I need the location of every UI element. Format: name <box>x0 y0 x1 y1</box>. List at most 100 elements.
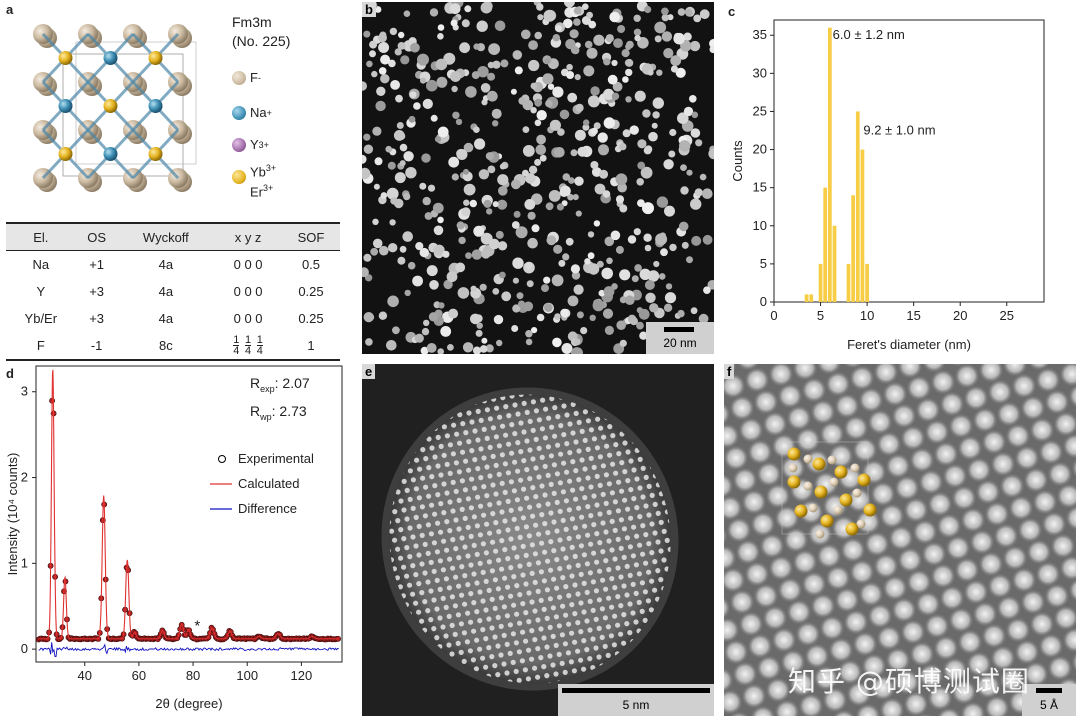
nanoparticle <box>525 173 536 184</box>
atomic-column <box>630 610 636 616</box>
nanoparticle <box>593 122 601 130</box>
atomic-column <box>504 613 510 619</box>
table-header-row: El. OS Wyckoff x y z SOF <box>6 222 340 251</box>
nanoparticle <box>693 14 702 23</box>
nanoparticle <box>399 245 407 253</box>
atomic-column <box>582 437 588 443</box>
atomic-column <box>481 512 487 518</box>
nanoparticle <box>640 166 653 179</box>
atomic-column <box>493 491 499 497</box>
atomic-column <box>832 709 856 716</box>
nanoparticle <box>469 199 477 208</box>
atomic-column <box>649 492 655 498</box>
atomic-column <box>369 703 375 709</box>
atomic-column <box>671 470 677 476</box>
nanoparticle <box>565 237 574 246</box>
atomic-column <box>465 610 471 616</box>
atomic-column <box>545 501 551 507</box>
atomic-column <box>508 593 514 599</box>
atomic-column <box>363 628 369 634</box>
atomic-column <box>918 469 944 495</box>
atomic-column <box>597 454 603 460</box>
atomic-column <box>677 402 683 408</box>
nanoparticle <box>545 99 553 108</box>
nanoparticle <box>586 11 593 19</box>
atomic-column <box>440 624 446 630</box>
atomic-column <box>585 418 591 424</box>
nanoparticle <box>665 283 673 290</box>
atomic-column <box>402 364 408 370</box>
atomic-column <box>591 493 597 499</box>
atomic-column <box>661 557 667 563</box>
atomic-column <box>975 479 1001 505</box>
atomic-column <box>535 617 541 623</box>
nanoparticle <box>570 149 578 157</box>
atomic-column <box>625 420 631 426</box>
atomic-column <box>373 540 379 546</box>
atomic-column <box>569 602 575 608</box>
atomic-column <box>409 677 415 683</box>
nanoparticle <box>363 253 372 262</box>
atomic-column <box>446 671 452 677</box>
atomic-column <box>460 364 466 369</box>
atomic-column <box>951 485 977 511</box>
atomic-column <box>412 657 418 663</box>
atomic-column <box>550 662 556 668</box>
atomic-column <box>555 385 561 391</box>
atomic-column <box>563 584 569 590</box>
atomic-column <box>990 451 1016 477</box>
atomic-column <box>400 650 406 656</box>
atomic-column <box>511 516 517 522</box>
nanoparticle <box>702 188 713 199</box>
atomic-column <box>579 457 585 463</box>
atomic-column <box>549 367 555 373</box>
atomic-column <box>380 387 386 393</box>
atomic-column <box>646 541 652 547</box>
atomic-column <box>828 637 854 663</box>
nanoparticle <box>536 110 547 121</box>
atomic-column <box>453 574 459 580</box>
atomic-column <box>596 625 602 631</box>
atomic-column <box>610 433 616 439</box>
atomic-column <box>537 712 543 716</box>
nanoparticle <box>385 145 392 153</box>
atomic-column <box>984 501 1010 527</box>
atomic-column <box>456 469 462 475</box>
atomic-column <box>689 466 695 472</box>
nanoparticle <box>629 317 638 326</box>
nanoparticle <box>390 197 398 205</box>
atomic-column <box>410 505 416 511</box>
nanoparticle <box>575 103 584 112</box>
atomic-column <box>483 636 489 642</box>
atomic-column <box>510 659 516 665</box>
cation-atom <box>820 514 834 528</box>
atomic-column <box>584 618 590 624</box>
nanoparticle <box>571 347 583 354</box>
atomic-column <box>697 636 703 642</box>
atomic-column <box>483 550 489 556</box>
data-annotation: 9.2 ± 1.0 nm <box>863 122 935 137</box>
atomic-column <box>493 434 499 440</box>
nanoparticle <box>434 136 442 143</box>
atomic-column <box>633 562 639 568</box>
atomic-column <box>585 504 591 510</box>
atomic-column <box>575 620 581 626</box>
atomic-column <box>427 674 433 680</box>
atomic-column <box>957 435 983 461</box>
atomic-column <box>567 450 573 456</box>
nanoparticle <box>649 303 659 313</box>
atomic-column <box>600 520 606 526</box>
nanoparticle <box>561 343 573 354</box>
atomic-column <box>428 559 434 565</box>
atomic-column <box>599 606 605 612</box>
atomic-column <box>575 648 581 654</box>
atomic-column <box>993 523 1019 549</box>
col-header: Wyckoff <box>117 222 215 251</box>
nanoparticle <box>525 262 532 270</box>
atomic-column <box>636 571 642 577</box>
nanoparticle <box>626 40 634 49</box>
atomic-column <box>1053 605 1076 631</box>
atomic-column <box>375 692 381 698</box>
atomic-column <box>601 434 607 440</box>
